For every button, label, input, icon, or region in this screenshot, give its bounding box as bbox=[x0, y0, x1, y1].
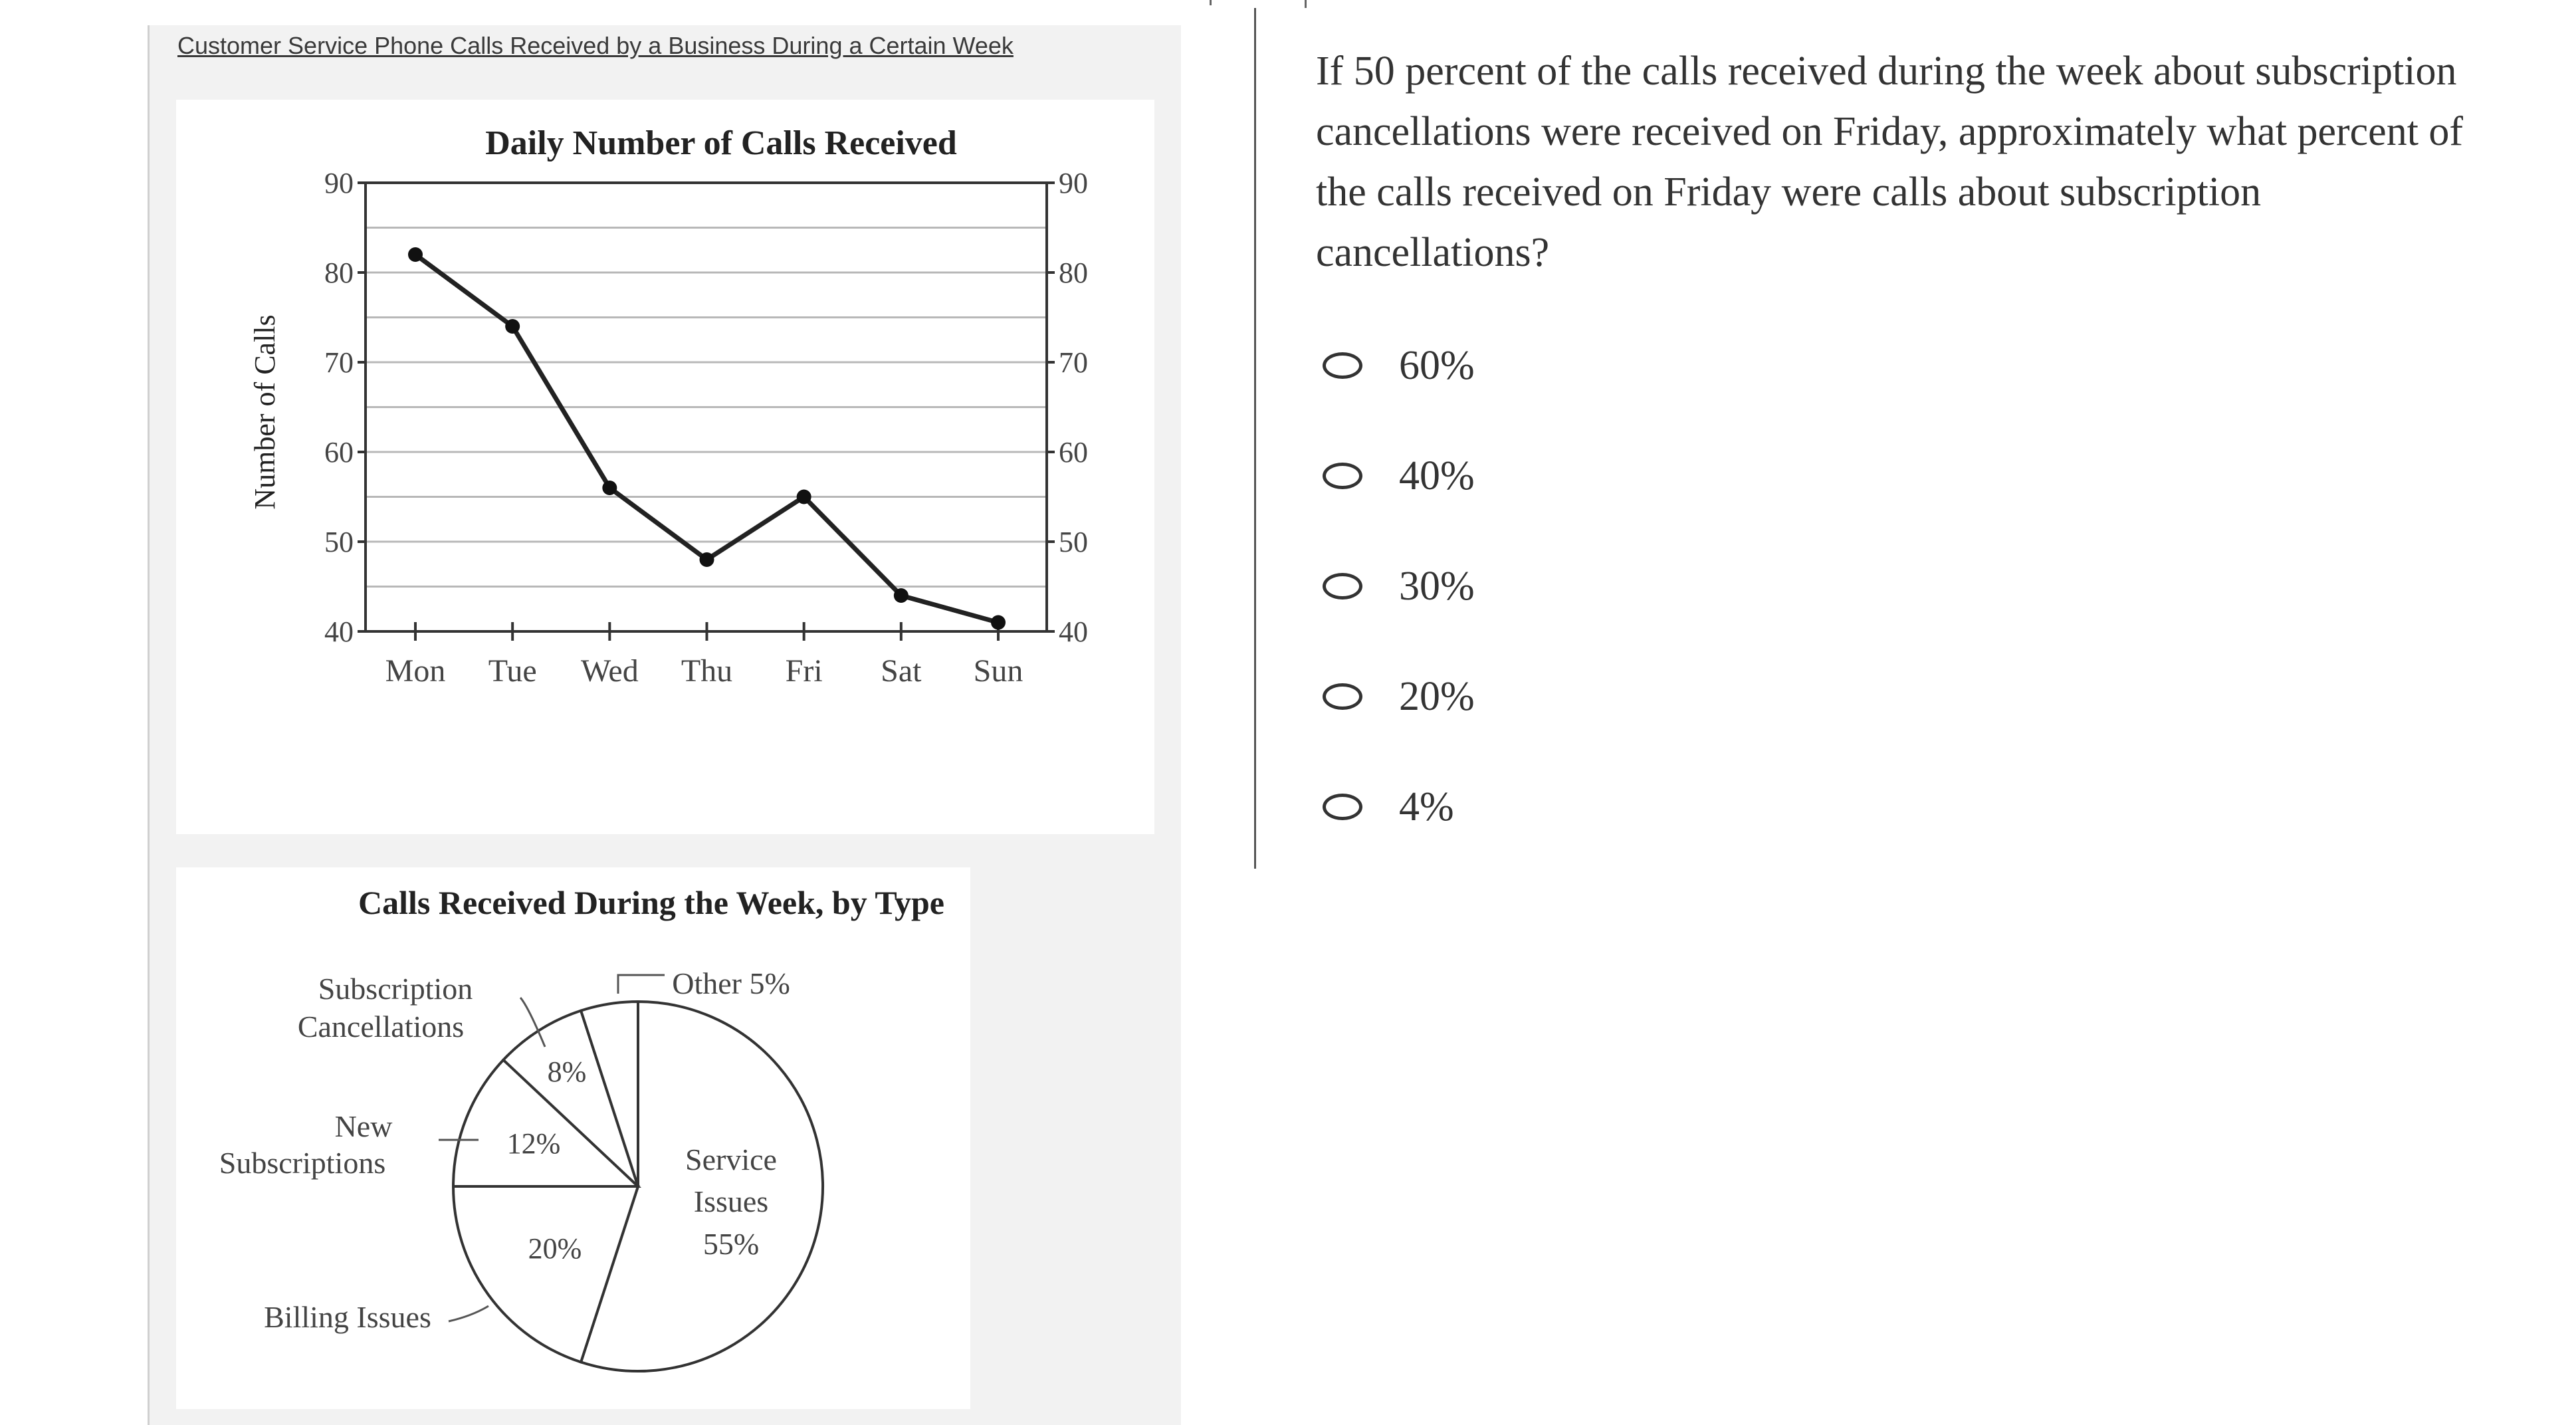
pie-leader-lines bbox=[439, 974, 665, 1323]
pie-chart: Calls Received During the Week, by Type … bbox=[219, 884, 944, 1372]
radio-button-icon[interactable] bbox=[1323, 794, 1362, 820]
line-chart-title: Daily Number of Calls Received bbox=[485, 124, 957, 162]
radio-button-icon[interactable] bbox=[1323, 683, 1362, 710]
pie-outer-cancellations-2: Cancellations bbox=[298, 1010, 464, 1043]
y-tick-label-left: 40 bbox=[324, 615, 354, 648]
radio-button-icon[interactable] bbox=[1323, 352, 1362, 379]
y-tick-label-right: 90 bbox=[1059, 167, 1088, 199]
x-tick-label: Fri bbox=[786, 653, 823, 689]
data-point bbox=[991, 615, 1006, 630]
slice-billing-issues bbox=[451, 1185, 640, 1364]
y-tick-label-left: 60 bbox=[324, 436, 354, 469]
answer-option-label: 40% bbox=[1399, 453, 1475, 498]
data-point bbox=[602, 481, 617, 495]
top-tick-mark bbox=[1305, 0, 1307, 8]
stimulus-title: Customer Service Phone Calls Received by… bbox=[177, 32, 1014, 59]
pie-label-service-1: Service bbox=[685, 1143, 777, 1176]
answer-option-label: 4% bbox=[1399, 784, 1454, 829]
x-tick-label: Sat bbox=[881, 653, 922, 689]
y-tick-label-right: 40 bbox=[1059, 615, 1088, 648]
series-line bbox=[413, 253, 999, 625]
x-tick-label: Tue bbox=[488, 653, 537, 689]
x-tick-label: Sun bbox=[974, 653, 1023, 689]
data-point bbox=[796, 489, 811, 504]
pie-outer-new-2: Subscriptions bbox=[219, 1146, 385, 1180]
slice-service-issues bbox=[579, 1000, 824, 1372]
data-point bbox=[408, 247, 423, 262]
pie-label-service-3: 55% bbox=[703, 1227, 759, 1261]
pie-chart-title: Calls Received During the Week, by Type bbox=[358, 884, 944, 921]
data-point bbox=[893, 588, 909, 603]
y-tick-label-left: 90 bbox=[324, 167, 354, 199]
line-chart-yticks: 40 40 50 50 60 60 70 70 80 80 90 90 bbox=[324, 167, 1088, 648]
panel-divider bbox=[1254, 8, 1256, 869]
slice-subscription-cancellations bbox=[501, 1009, 639, 1188]
pie-value-new-subscriptions: 12% bbox=[507, 1127, 561, 1160]
line-chart-series bbox=[408, 247, 1006, 630]
pie-outer-other: Other 5% bbox=[672, 966, 790, 1000]
line-chart-card: Daily Number of Calls Received Number of… bbox=[176, 100, 1154, 834]
answer-option-e[interactable]: 4% bbox=[1323, 777, 1454, 837]
y-tick-label-right: 60 bbox=[1059, 436, 1088, 469]
pie-outer-billing: Billing Issues bbox=[264, 1300, 431, 1334]
radio-button-icon[interactable] bbox=[1323, 573, 1362, 600]
answer-option-b[interactable]: 40% bbox=[1323, 446, 1475, 506]
pie-slices bbox=[451, 1000, 824, 1372]
radio-button-icon[interactable] bbox=[1323, 463, 1362, 489]
pie-label-service-2: Issues bbox=[694, 1184, 768, 1218]
answer-option-a[interactable]: 60% bbox=[1323, 336, 1475, 395]
line-chart-grid bbox=[366, 227, 1047, 588]
answer-option-label: 60% bbox=[1399, 342, 1475, 388]
y-tick-label-right: 80 bbox=[1059, 257, 1088, 289]
question-text: If 50 percent of the calls received duri… bbox=[1316, 49, 2464, 275]
x-tick-label: Mon bbox=[385, 653, 446, 689]
answer-option-c[interactable]: 30% bbox=[1323, 556, 1475, 616]
pie-chart-card: Calls Received During the Week, by Type … bbox=[176, 867, 970, 1409]
panel-border bbox=[148, 25, 150, 1425]
top-tick-mark bbox=[1210, 0, 1212, 5]
line-chart-ylabel: Number of Calls bbox=[249, 314, 281, 509]
data-point bbox=[505, 319, 520, 334]
slice-new-subscriptions bbox=[451, 1057, 642, 1188]
pie-value-cancellations: 8% bbox=[548, 1055, 587, 1088]
answer-option-label: 20% bbox=[1399, 673, 1475, 719]
pie-value-billing: 20% bbox=[528, 1232, 582, 1265]
answer-option-d[interactable]: 20% bbox=[1323, 667, 1475, 726]
data-point bbox=[699, 552, 714, 567]
x-tick-label: Wed bbox=[581, 653, 639, 689]
x-tick-label: Thu bbox=[681, 653, 732, 689]
line-chart: Daily Number of Calls Received Number of… bbox=[249, 124, 1088, 689]
y-tick-label-left: 70 bbox=[324, 346, 354, 379]
answer-option-label: 30% bbox=[1399, 563, 1475, 609]
y-tick-label-left: 50 bbox=[324, 526, 354, 558]
pie-outer-cancellations-1: Subscription bbox=[318, 972, 473, 1006]
slice-other bbox=[579, 1000, 639, 1187]
y-tick-label-right: 70 bbox=[1059, 346, 1088, 379]
y-tick-label-left: 80 bbox=[324, 257, 354, 289]
line-chart-xticks: Mon Tue Wed Thu Fri Sat Sun bbox=[385, 622, 1023, 689]
pie-outer-new-1: New bbox=[335, 1109, 393, 1143]
y-tick-label-right: 50 bbox=[1059, 526, 1088, 558]
